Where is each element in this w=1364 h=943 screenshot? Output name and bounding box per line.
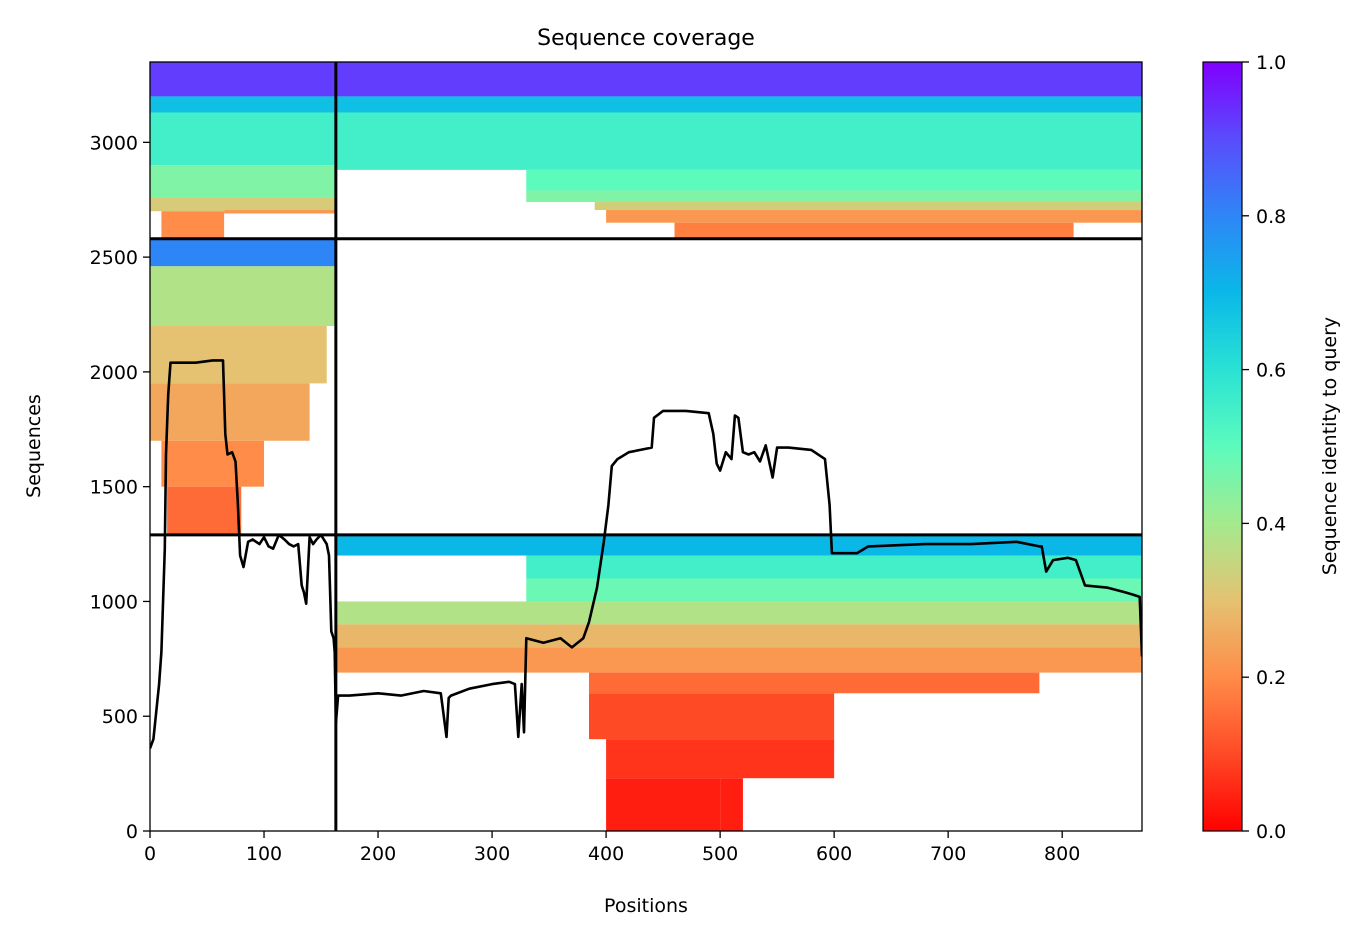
y-tick-label: 3000	[90, 132, 138, 154]
x-axis: 0 100 200 300 400 500 600 700 800	[144, 831, 1080, 865]
coverage-block	[150, 96, 336, 113]
y-tick-label: 1500	[90, 477, 138, 499]
coverage-curve	[150, 359, 1142, 749]
coverage-block	[335, 534, 1142, 556]
colorbar-tick-label: 1.0	[1256, 52, 1286, 74]
colorbar-tick-label: 0.2	[1256, 667, 1286, 689]
coverage-block	[335, 62, 1142, 97]
coverage-block	[588, 672, 1040, 694]
coverage-block	[526, 555, 1142, 579]
coverage-block	[150, 197, 336, 212]
y-axis-label: Sequences	[23, 394, 45, 498]
colorbar	[1202, 61, 1243, 832]
x-tick-label: 800	[1044, 843, 1080, 865]
coverage-block	[150, 325, 327, 384]
y-tick-label: 1000	[90, 591, 138, 613]
x-axis-label: Positions	[604, 895, 688, 917]
coverage-block	[150, 165, 336, 198]
y-tick-label: 2500	[90, 247, 138, 269]
coverage-block	[606, 210, 1142, 223]
coverage-block	[588, 693, 835, 740]
y-tick-label: 2000	[90, 362, 138, 384]
y-tick-label: 500	[102, 706, 138, 728]
coverage-block	[150, 112, 336, 166]
colorbar-tick-label: 0.6	[1256, 360, 1286, 382]
coverage-block	[335, 624, 1142, 648]
coverage-heatmap	[150, 62, 1142, 831]
coverage-block	[335, 647, 1142, 673]
coverage-block	[161, 211, 225, 239]
x-tick-label: 700	[930, 843, 966, 865]
colorbar-tick-label: 0.8	[1256, 206, 1286, 228]
x-tick-label: 500	[702, 843, 738, 865]
y-axis: 0 500 1000 1500 2000 2500 3000	[90, 132, 150, 843]
coverage-block	[526, 190, 1142, 203]
x-tick-label: 300	[474, 843, 510, 865]
coverage-block	[335, 601, 1142, 625]
y-tick-label: 0	[126, 821, 138, 843]
coverage-block	[150, 383, 310, 441]
plot-frame	[149, 61, 1143, 832]
x-tick-label: 200	[360, 843, 396, 865]
x-tick-label: 100	[246, 843, 282, 865]
coverage-block	[526, 169, 1142, 191]
coverage-block	[161, 440, 265, 487]
coverage-block	[674, 222, 1074, 239]
colorbar-label: Sequence identity to query	[1319, 317, 1341, 575]
coverage-block	[335, 96, 1142, 113]
coverage-block	[720, 778, 743, 831]
x-tick-label: 400	[588, 843, 624, 865]
coverage-curve-group	[150, 359, 1142, 749]
coverage-block	[150, 62, 336, 97]
coverage-block	[335, 112, 1142, 170]
coverage-block	[594, 202, 1142, 211]
coverage-block	[606, 739, 835, 779]
chart-title: Sequence coverage	[537, 26, 755, 51]
coverage-block	[526, 578, 1142, 602]
coverage-block	[606, 778, 721, 831]
coverage-block	[150, 266, 336, 326]
colorbar-tick-label: 0.0	[1256, 821, 1286, 843]
coverage-block	[150, 238, 336, 267]
coverage-block	[224, 210, 336, 214]
colorbar-tick-label: 0.4	[1256, 513, 1286, 535]
colorbar-axis: 0.0 0.2 0.4 0.6 0.8 1.0	[1242, 52, 1286, 843]
x-tick-label: 600	[816, 843, 852, 865]
x-tick-label: 0	[144, 843, 156, 865]
coverage-block	[167, 486, 242, 535]
